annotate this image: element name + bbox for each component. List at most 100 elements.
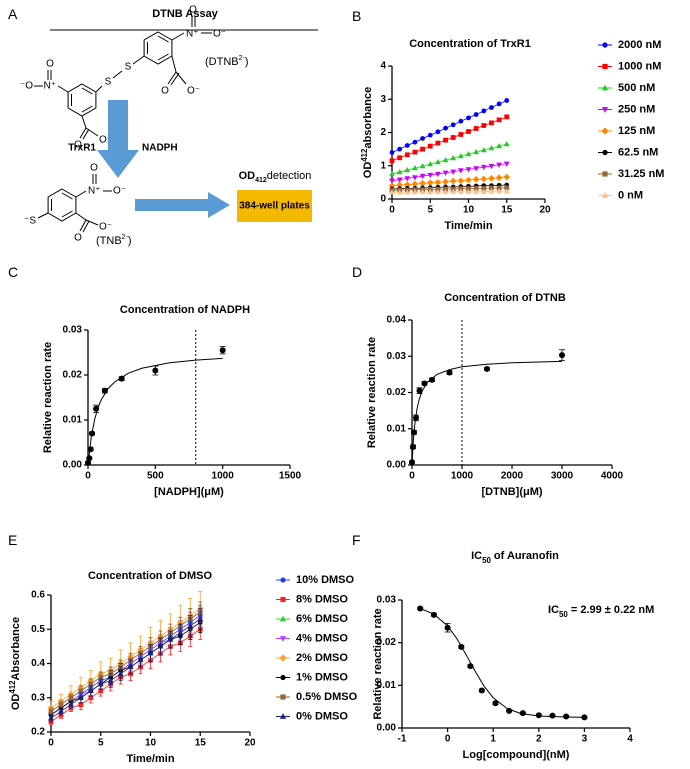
tnb-label: (TNB2-) <box>96 234 132 248</box>
data-point <box>412 188 418 195</box>
data-point <box>87 687 94 694</box>
ring <box>47 188 77 222</box>
data-point <box>473 188 480 194</box>
data-point <box>496 143 502 149</box>
data-point <box>450 135 456 140</box>
data-point <box>563 713 570 720</box>
atom: O⁻ <box>187 86 200 97</box>
data-point <box>450 188 457 194</box>
legend-label: 62.5 nM <box>618 147 658 159</box>
data-point <box>404 176 411 182</box>
data-point <box>412 175 418 181</box>
y-tick-label: 0.01 <box>63 415 83 426</box>
atom: O⁻ <box>99 135 112 146</box>
data-point <box>473 148 480 155</box>
legend-label: 1000 nM <box>618 61 661 73</box>
x-tick-label: 10 <box>463 205 475 216</box>
chart-title: Concentration of DMSO <box>88 570 212 582</box>
legend-marker <box>602 149 608 156</box>
data-point <box>506 707 513 714</box>
legend-label: 2% DMSO <box>296 652 348 664</box>
data-point <box>411 180 419 188</box>
y-axis-label: Relative reaction rate <box>372 608 384 719</box>
tnb-structure: ⁻S N⁺ O O⁻ O O⁻ (TNB2-) <box>24 163 132 248</box>
atom: ⁻O <box>20 81 33 92</box>
data-point <box>465 188 472 194</box>
plate-box <box>237 190 312 222</box>
data-point <box>404 143 410 148</box>
data-point <box>496 188 502 194</box>
legend-marker <box>602 171 608 177</box>
data-point <box>388 182 396 190</box>
y-axis-label: Relative reaction rate <box>366 337 378 448</box>
data-point <box>473 166 480 172</box>
y-tick-label: 0.3 <box>31 692 45 703</box>
data-point <box>435 171 441 178</box>
x-tick-label: 1 <box>490 734 496 745</box>
series-line <box>391 184 507 190</box>
data-point <box>389 150 395 155</box>
label-part: (DTNB <box>205 56 239 68</box>
x-tick-label: 15 <box>195 738 207 749</box>
data-point <box>419 162 426 169</box>
data-point <box>467 663 474 670</box>
data-point <box>495 174 503 182</box>
data-point <box>496 117 502 123</box>
legend-label: 6% DMSO <box>296 613 348 625</box>
data-point <box>101 387 108 394</box>
data-point <box>389 189 395 195</box>
data-point <box>496 185 502 191</box>
data-point <box>480 175 488 183</box>
cofactor-label: NADPH <box>142 143 178 154</box>
y-tick-label: 0.02 <box>377 637 397 648</box>
x-tick-label: 5 <box>427 205 433 216</box>
legend-marker <box>601 107 609 113</box>
panel-letter: F <box>352 532 361 548</box>
x-axis-label: [DTNB](μM) <box>481 486 542 498</box>
data-point <box>581 714 588 721</box>
data-point <box>481 185 487 191</box>
diagram-title: DTNB Assay <box>152 8 218 20</box>
y-tick-label: 0.02 <box>63 370 83 381</box>
fit-curve <box>411 360 563 466</box>
aromatic-bonds <box>51 192 73 218</box>
aromatic-bonds <box>71 35 169 113</box>
data-point <box>488 188 495 194</box>
atom: O⁻ <box>113 186 126 197</box>
y-axis-label: OD412Absorbance <box>8 617 23 710</box>
data-point <box>48 715 54 721</box>
legend-marker <box>279 615 287 622</box>
chart-title-part: IC <box>471 550 482 562</box>
legend-label: 31.25 nM <box>618 168 664 180</box>
panel-letter: D <box>352 264 362 280</box>
label-part: OD <box>239 170 256 182</box>
data-point <box>389 158 395 164</box>
legend-marker <box>279 713 287 719</box>
y-tick-label: 0.01 <box>377 680 397 691</box>
x-tick-label: 3000 <box>551 471 574 482</box>
annotation: IC50 = 2.99 ± 0.22 nM <box>548 604 654 619</box>
data-point <box>411 429 417 436</box>
legend-marker <box>279 654 287 662</box>
data-point <box>435 158 441 165</box>
data-point <box>403 181 411 189</box>
data-point <box>58 708 64 714</box>
data-point <box>450 154 457 161</box>
data-point <box>389 178 395 184</box>
enzyme-label: TrxR1 <box>68 143 96 154</box>
data-point <box>503 173 511 181</box>
data-point <box>409 459 415 466</box>
y-axis-label: Relative reaction rate <box>42 342 54 453</box>
data-point <box>89 430 96 437</box>
data-point <box>421 380 428 387</box>
label-part: (TNB <box>96 235 122 247</box>
atom: O <box>46 59 54 70</box>
bonds <box>34 16 212 140</box>
data-point <box>98 688 104 694</box>
legend-marker <box>280 596 286 603</box>
dtnb-label: (DTNB2-) <box>205 55 249 69</box>
x-tick-label: 10 <box>145 738 157 749</box>
legend-marker <box>280 694 286 700</box>
data-point <box>427 143 433 149</box>
y-tick-label: 0.03 <box>377 595 397 606</box>
